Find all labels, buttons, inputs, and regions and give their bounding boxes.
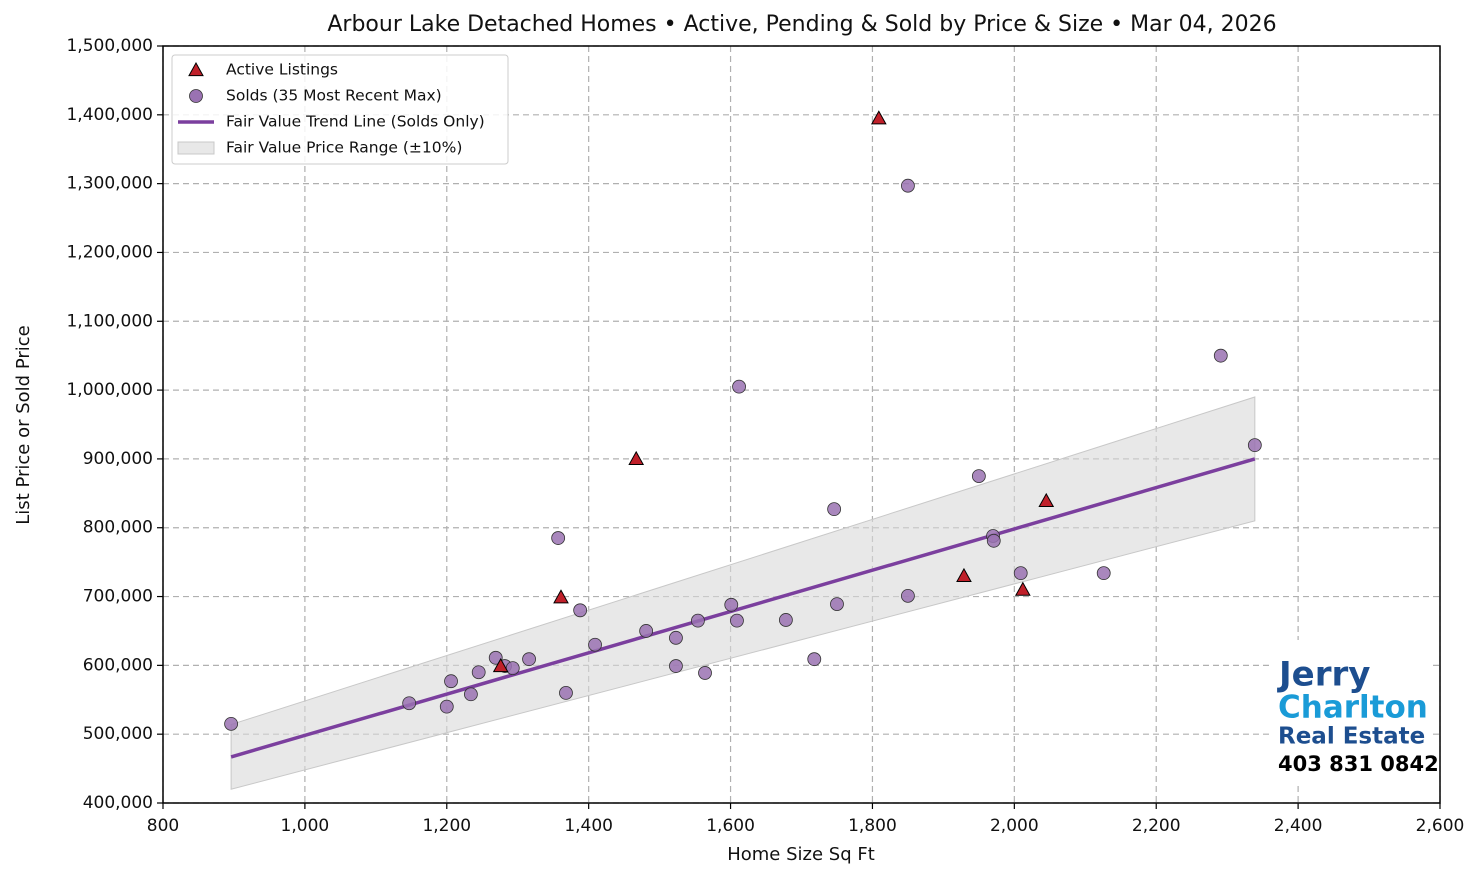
sold-point [573,603,588,618]
sold-point [669,659,683,673]
y-tick-label: 1,000,000 [66,380,153,400]
sold-point [505,661,520,676]
y-tick-label: 1,200,000 [66,242,153,262]
y-tick-label: 1,300,000 [66,174,153,194]
sold-point [559,685,573,700]
sold-point [439,699,454,714]
logo: Jerry Charlton Real Estate 403 831 0842 [1270,640,1439,782]
y-tick-label: 1,400,000 [66,105,153,125]
sold-point [669,630,683,645]
x-tick-label: 2,400 [1274,816,1323,836]
x-tick-label: 1,200 [422,816,471,836]
x-tick-label: 1,400 [564,816,613,836]
active-point [492,658,509,673]
logo-phone: 403 831 0842 [1278,752,1439,776]
sold-point [1247,438,1262,453]
x-tick-label: 2,200 [1132,816,1181,836]
y-tick-label: 400,000 [83,793,153,813]
legend-label: Fair Value Trend Line (Solds Only) [226,113,485,131]
sold-point [698,666,712,680]
sold-point [971,469,986,484]
x-tick-label: 1,800 [848,816,897,836]
active-point [553,589,569,604]
active-point [1038,492,1055,507]
x-tick-label: 2,000 [990,816,1039,836]
sold-point [1013,566,1028,581]
y-tick-label: 600,000 [83,655,153,675]
sold-point [471,665,486,680]
sold-point [1213,348,1228,363]
sold-point [402,696,417,711]
x-axis-label: Home Size Sq Ft [727,844,875,865]
sold-point [901,588,915,603]
y-tick-label: 1,500,000 [66,36,153,56]
logo-text: Real Estate [1278,724,1425,750]
y-axis-label: List Price or Sold Price [13,325,34,524]
sold-point [830,597,844,612]
legend-marker [188,61,204,77]
sold-point [986,533,1001,548]
legend-label: Fair Value Price Range (±10%) [226,139,462,157]
sold-point [901,178,915,193]
legend-label: Active Listings [226,61,338,79]
y-tick-label: 900,000 [83,449,153,469]
y-tick-label: 1,100,000 [66,311,153,331]
plot-area: 800 1,000 1,200 1,400 1,600 1,800 2,000 2,200 2,… [66,36,1464,836]
legend-marker [177,141,215,155]
legend-label: Solds (35 Most Recent Max) [226,87,442,105]
logo-background [1270,640,1432,782]
x-tick-label: 1,600 [706,816,755,836]
sold-point [588,637,602,652]
x-tick-label: 1,000 [281,816,330,836]
active-point [1014,581,1031,596]
sold-point [724,597,739,612]
y-tick-label: 500,000 [83,724,153,744]
sold-point [551,531,566,545]
logo-text: Charlton [1278,690,1428,726]
x-tick-label: 2,600 [1416,816,1465,836]
sold-point [778,613,793,627]
trend-line [230,457,1256,759]
y-tick-label: 800,000 [83,518,153,538]
sold-point [639,624,654,638]
logo-text: Jerry [1277,655,1370,695]
sold-point [463,687,478,702]
legend-box [171,54,509,165]
plot-frame [162,45,1441,804]
sold-point [444,674,458,689]
sold-point [730,613,744,628]
sold-point [807,652,822,667]
active-point [870,110,887,125]
active-point [956,567,972,582]
sold-point [827,502,842,517]
fair-value-band [230,396,1256,790]
legend: Active Listings Solds (35 Most Recent Max… [171,54,509,165]
sold-point [522,652,536,667]
legend-marker [189,89,203,103]
sold-point [1096,566,1111,581]
sold-point [732,379,746,394]
sold-point [488,650,503,665]
chart-title: Arbour Lake Detached Homes • Active, Pen… [327,12,1276,37]
y-tick-label: 700,000 [83,587,153,607]
sold-point [691,613,705,628]
x-tick-label: 800 [147,816,179,836]
sold-point [224,716,239,731]
active-point [628,450,645,466]
